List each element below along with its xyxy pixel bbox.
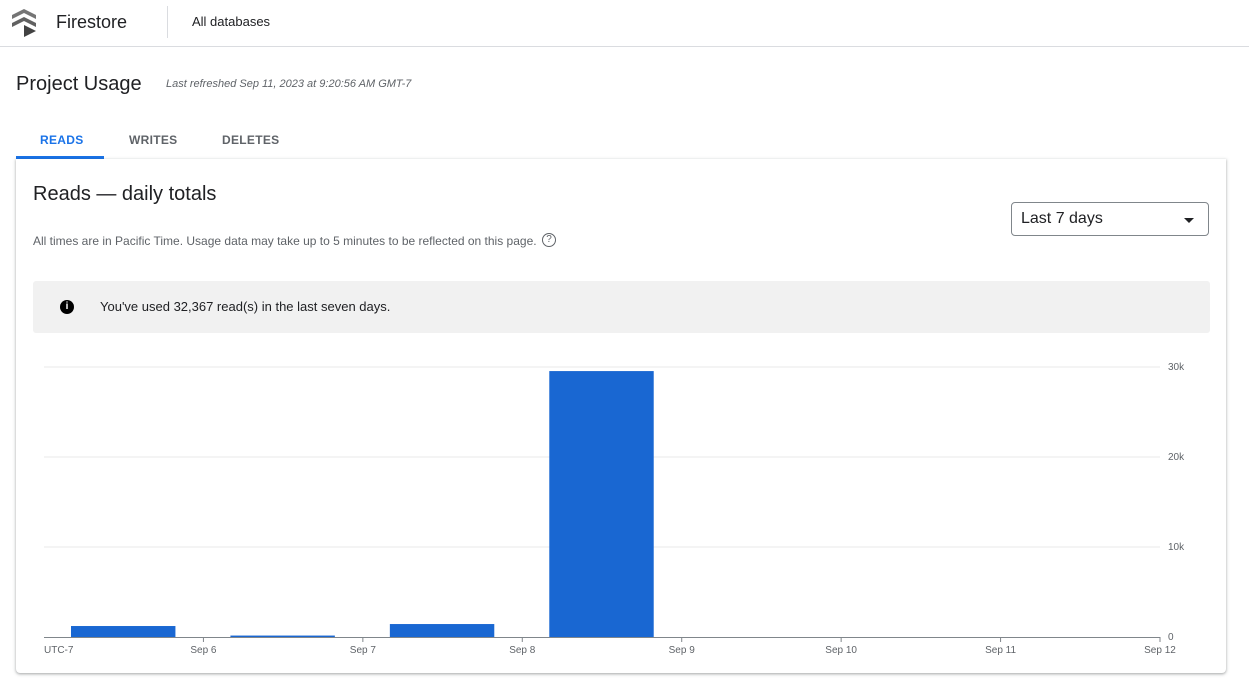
active-tab-indicator xyxy=(16,156,104,159)
page-title: Project Usage xyxy=(16,73,142,95)
bar-sep-7 xyxy=(389,624,495,637)
dropdown-arrow-icon xyxy=(1184,218,1194,223)
usage-card: Reads — daily totals All times are in Pa… xyxy=(16,159,1226,673)
x-tick-label: Sep 6 xyxy=(190,645,217,656)
divider xyxy=(167,6,168,38)
last-refreshed: Last refreshed Sep 11, 2023 at 9:20:56 A… xyxy=(166,78,412,90)
date-range-value: Last 7 days xyxy=(1021,210,1103,227)
help-circle-icon[interactable]: ? xyxy=(542,233,556,247)
y-tick-label: 30k xyxy=(1168,362,1185,373)
firestore-logo-icon xyxy=(12,9,36,37)
timezone-note: All times are in Pacific Time. Usage dat… xyxy=(33,234,537,248)
y-tick-label: 0 xyxy=(1168,632,1174,643)
tab-reads[interactable]: READS xyxy=(40,133,84,147)
bar-sep-6 xyxy=(230,635,335,637)
y-tick-label: 20k xyxy=(1168,452,1185,463)
bar-sep-8 xyxy=(549,371,654,637)
x-tick-label: Sep 11 xyxy=(985,645,1016,656)
info-icon: i xyxy=(60,300,74,314)
product-name[interactable]: Firestore xyxy=(56,12,128,32)
y-tick-label: 10k xyxy=(1168,542,1185,553)
tab-deletes[interactable]: DELETES xyxy=(222,133,280,147)
x-tick-label: Sep 9 xyxy=(669,645,696,656)
usage-banner-text: You've used 32,367 read(s) in the last s… xyxy=(100,299,391,314)
usage-banner: i You've used 32,367 read(s) in the last… xyxy=(33,281,1210,333)
top-bar: Firestore All databases xyxy=(0,0,1249,47)
x-tick-label: Sep 7 xyxy=(350,645,377,656)
x-tick-label: Sep 10 xyxy=(825,645,857,656)
tab-writes[interactable]: WRITES xyxy=(129,133,178,147)
x-tick-label: Sep 12 xyxy=(1144,645,1176,656)
x-tick-label: Sep 8 xyxy=(509,645,536,656)
card-title: Reads — daily totals xyxy=(33,183,217,205)
bar-sep-5 xyxy=(71,626,176,637)
timezone-label: UTC-7 xyxy=(44,645,74,656)
all-databases-link[interactable]: All databases xyxy=(192,14,271,29)
date-range-select[interactable]: Last 7 days xyxy=(1011,202,1209,236)
